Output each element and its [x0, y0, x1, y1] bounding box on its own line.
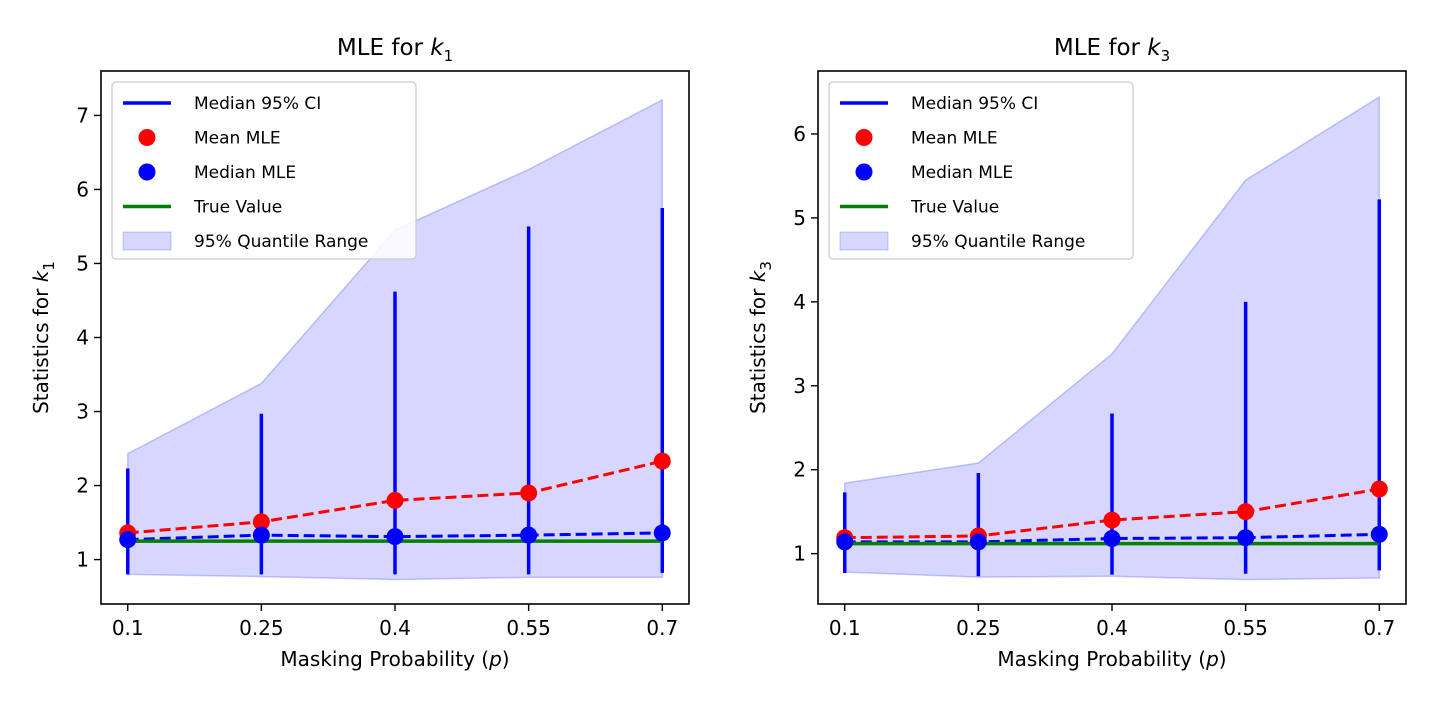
legend-label: Median MLE — [911, 163, 1013, 183]
y-axis-label: Statistics for k3 — [746, 261, 775, 414]
x-axis-label-var: p — [1205, 647, 1219, 671]
x-tick-label: 0.55 — [1223, 616, 1268, 640]
legend-handle-band — [839, 231, 889, 251]
y-axis-label: Statistics for k1 — [29, 261, 58, 414]
x-tick-label: 0.7 — [646, 616, 678, 640]
legend-box — [828, 81, 1134, 260]
legend-box — [111, 81, 417, 260]
y-tick-label: 2 — [793, 458, 806, 482]
chart-title-var: k — [1147, 35, 1162, 61]
mean-mle-point — [520, 484, 538, 502]
x-axis-label-var: p — [488, 647, 502, 671]
y-axis-label-var: k — [29, 269, 53, 282]
y-tick-label: 7 — [76, 103, 89, 127]
chart-title-sub: 3 — [1161, 47, 1171, 65]
y-tick-label: 1 — [76, 548, 89, 572]
mean-mle-point — [1103, 511, 1121, 529]
y-tick-label: 6 — [793, 122, 806, 146]
median-mle-point — [252, 526, 270, 544]
legend-label: Median MLE — [194, 163, 296, 183]
median-mle-point — [969, 533, 987, 551]
legend-handle-mean — [138, 129, 156, 146]
x-axis-label-prefix: Masking Probability ( — [280, 647, 489, 671]
median-mle-point — [836, 533, 854, 551]
y-tick-label: 4 — [793, 290, 806, 314]
mean-mle-point — [1237, 503, 1255, 521]
legend-handle-band — [122, 231, 172, 251]
x-tick-label: 0.1 — [112, 616, 144, 640]
median-mle-line — [127, 531, 663, 542]
x-tick-label: 0.7 — [1363, 616, 1395, 640]
y-tick-label: 5 — [793, 206, 806, 230]
y-tick-label: 4 — [76, 326, 89, 350]
legend: Median 95% CI Mean MLE Median MLE True Valu… — [111, 81, 417, 260]
median-mle-point — [1237, 529, 1255, 547]
legend-label: True Value — [910, 198, 999, 218]
x-tick-label: 0.25 — [239, 616, 284, 640]
median-mle-point — [1103, 530, 1121, 548]
legend-handle-median — [138, 163, 156, 181]
chart-title-prefix: MLE for — [337, 35, 430, 61]
y-axis-label-sub: 1 — [40, 261, 58, 271]
legend-label: True Value — [193, 198, 282, 218]
y-tick-label: 3 — [76, 400, 89, 424]
median-mle-point — [520, 526, 538, 544]
mean-mle-point — [1370, 480, 1388, 498]
chart-title-sub: 1 — [444, 47, 454, 65]
y-tick-label: 5 — [76, 251, 89, 275]
legend-label: Median 95% CI — [194, 94, 321, 114]
legend-label: Median 95% CI — [911, 94, 1038, 114]
legend: Median 95% CI Mean MLE Median MLE True Valu… — [828, 81, 1134, 260]
median-mle-point — [653, 524, 671, 542]
y-axis-label-sub: 3 — [757, 261, 775, 271]
y-axis-label-prefix: Statistics for — [746, 282, 770, 414]
x-axis-label: Masking Probability (p) — [280, 647, 509, 671]
x-tick-label: 0.55 — [506, 616, 551, 640]
x-tick-label: 0.4 — [379, 616, 411, 640]
y-tick-label: 3 — [793, 374, 806, 398]
mean-mle-line — [844, 487, 1380, 540]
chart-title-prefix: MLE for — [1054, 35, 1147, 61]
y-tick-label: 2 — [76, 474, 89, 498]
x-axis-label-suffix: ) — [502, 647, 510, 671]
median-mle-point — [386, 528, 404, 546]
y-tick-label: 6 — [76, 177, 89, 201]
y-axis-label-var: k — [746, 269, 770, 282]
x-axis-label: Masking Probability (p) — [997, 647, 1226, 671]
mean-mle-point — [653, 452, 671, 470]
legend-handle-median — [855, 163, 873, 181]
chart-title: MLE for k3 — [1054, 35, 1170, 65]
y-axis-label-prefix: Statistics for — [29, 282, 53, 414]
x-axis-label-suffix: ) — [1219, 647, 1227, 671]
mean-mle-point — [386, 491, 404, 509]
median-mle-point — [119, 531, 137, 549]
x-tick-label: 0.4 — [1096, 616, 1128, 640]
legend-label: 95% Quantile Range — [194, 232, 368, 252]
mean-mle-point — [252, 513, 270, 531]
x-axis-label-prefix: Masking Probability ( — [997, 647, 1206, 671]
x-tick-label: 0.1 — [829, 616, 861, 640]
mean-mle-line — [127, 459, 663, 535]
median-mle-point — [1370, 525, 1388, 543]
legend-label: Mean MLE — [194, 129, 281, 149]
chart-title: MLE for k1 — [337, 35, 453, 65]
chart-title-var: k — [430, 35, 445, 61]
y-tick-label: 1 — [793, 542, 806, 566]
legend-label: Mean MLE — [911, 129, 998, 149]
legend-handle-mean — [855, 129, 873, 146]
legend-label: 95% Quantile Range — [911, 232, 1085, 252]
x-tick-label: 0.25 — [956, 616, 1001, 640]
